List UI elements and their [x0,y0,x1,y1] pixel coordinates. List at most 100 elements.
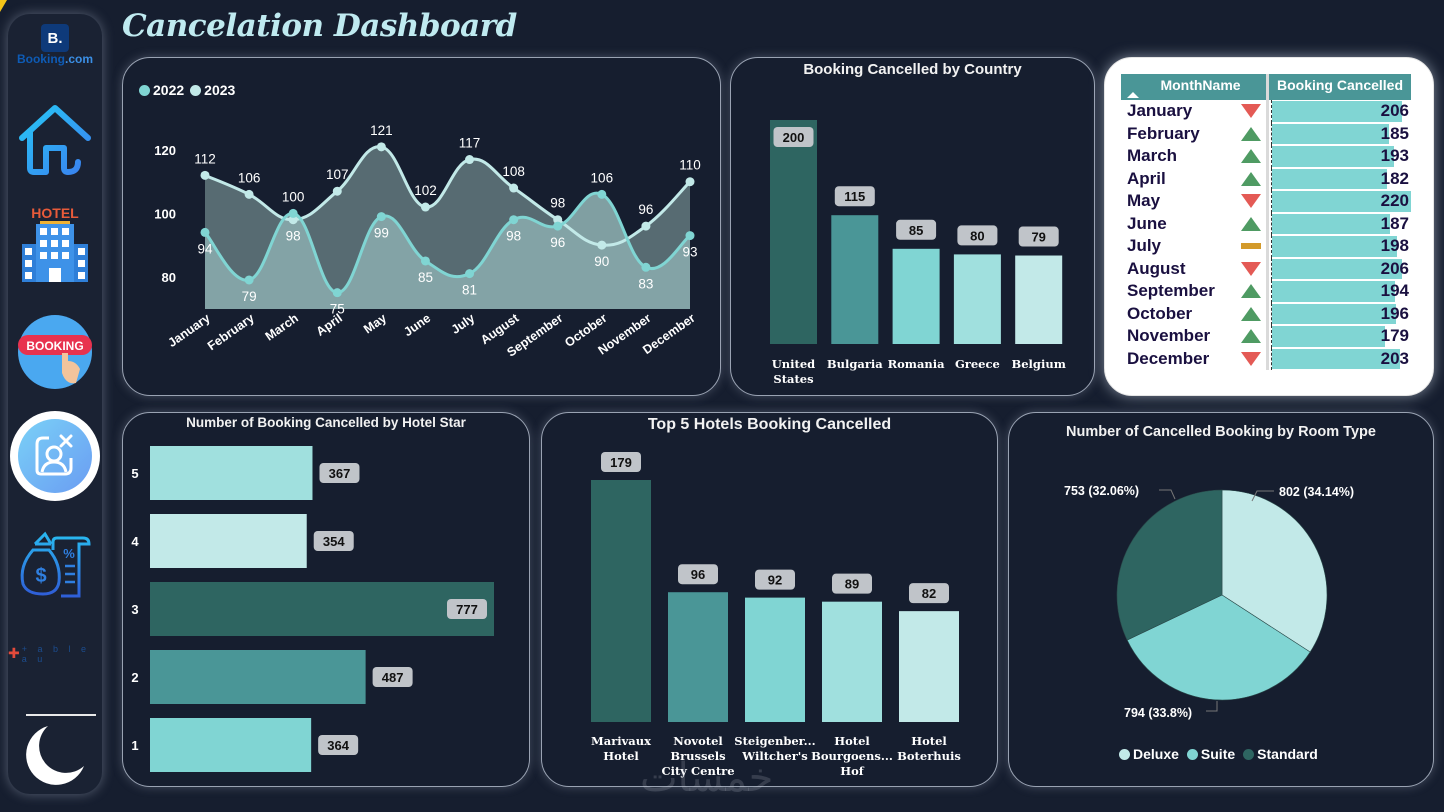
column-divider [1266,190,1271,213]
sidebar-item-hotel[interactable]: HOTEL [8,202,102,284]
bar-bulgaria [831,215,879,344]
sort-ascending-icon[interactable] [1127,92,1139,98]
x-tick-label: Hotel [834,734,870,748]
data-label-2023: 96 [638,202,653,217]
data-label-2023: 102 [414,183,437,198]
table-row[interactable]: January 206 [1121,100,1411,123]
legend-item-deluxe[interactable]: Deluxe [1119,746,1179,762]
svg-text:HOTEL: HOTEL [31,205,79,221]
sidebar-item-home[interactable] [8,100,102,180]
data-label-bg [1018,226,1059,247]
monthly-line-chart: 80 100 120 112 106 98 107 121 102 117 108 98 90 96 110… [154,123,701,360]
data-label-bg [832,573,872,594]
svg-text:%: % [63,546,75,561]
table-row[interactable]: March 193 [1121,145,1411,168]
x-tick-label: Romania [888,357,946,371]
trend-flat-icon [1240,243,1261,250]
data-label-text: 354 [323,534,345,549]
column-divider [1266,302,1271,325]
data-label-2023: 110 [679,158,701,173]
x-tick-label: Hotel [911,734,947,748]
column-header-booking-cancelled[interactable]: Booking Cancelled [1269,74,1411,100]
slice-suite [1126,594,1311,701]
column-divider [1266,347,1271,370]
cell-value: 196 [1380,303,1409,323]
data-label-text: 367 [329,466,351,481]
column-divider [1266,167,1271,190]
sidebar-item-finance[interactable]: $ % [8,530,102,600]
legend-item-2022[interactable]: 2022 [139,82,184,98]
y-tick-label: 1 [131,738,138,753]
table-row[interactable]: August 206 [1121,257,1411,280]
mouse-cursor-icon [0,0,7,12]
cell-booking-cancelled: 193 [1271,145,1411,168]
cell-booking-cancelled: 194 [1271,280,1411,303]
data-label-2022: 99 [374,226,389,241]
room-pie-chart: 802 (34.14%) 794 (33.8%) 753 (32.06%) [1064,484,1354,720]
page-title: Cancelation Dashboard [122,8,517,44]
svg-text:BOOKING: BOOKING [26,339,83,353]
area-2022 [205,193,690,309]
point-2022 [553,221,563,231]
column-divider[interactable] [1266,74,1269,100]
finance-icon: $ % [20,531,91,598]
table-row[interactable]: February 185 [1121,122,1411,145]
cell-booking-cancelled: 206 [1271,100,1411,123]
line-2022 [203,191,691,295]
cell-value: 185 [1380,123,1409,143]
data-label-2023: 106 [238,170,261,185]
data-label: 179 [601,452,641,472]
tableau-icon: ✚ [8,646,20,662]
trend-up-icon [1240,126,1261,141]
cell-booking-cancelled: 206 [1271,257,1411,280]
table-row[interactable]: April 182 [1121,167,1411,190]
data-label-2023: 121 [370,123,393,138]
table-row[interactable]: July 198 [1121,235,1411,258]
x-tick-label: Belgium [1012,357,1066,371]
legend-item-suite[interactable]: Suite [1186,746,1235,762]
hotel-icon: HOTEL [22,205,88,282]
x-tick-label: Wiltcher's [741,749,808,763]
table-row[interactable]: May 220 [1121,190,1411,213]
data-label: 92 [755,569,795,590]
point-2023 [465,155,475,165]
data-bar [1272,191,1411,212]
cell-month: April [1127,168,1166,188]
sidebar-item-booking[interactable]: BOOKING [8,312,102,392]
table-row[interactable]: November 179 [1121,325,1411,348]
monthly-line-card: 2022 2023 80 100 120 112 106 98 107 121 102 117 10… [122,57,721,396]
x-tick-label: Marivaux [591,734,651,748]
trend-up-icon [1240,149,1261,164]
table-row[interactable]: September 194 [1121,280,1411,303]
data-label: 200 [773,127,814,147]
bar-hotel [745,597,805,722]
sidebar-item-cancel-booking[interactable] [8,410,102,502]
data-label-2022: 94 [197,241,213,256]
sidebar-item-tableau[interactable]: ✚ + a b l e a u [8,644,102,664]
booking-logo[interactable]: B. Booking.com [8,24,102,66]
data-label-bg [318,735,359,755]
point-2022 [376,212,386,222]
data-label: 364 [318,735,359,755]
data-bar [1272,168,1387,189]
legend-item-standard[interactable]: Standard [1243,746,1318,762]
dark-mode-toggle[interactable] [8,720,102,790]
bar-star-2 [150,650,366,704]
table-row[interactable]: December 203 [1121,347,1411,370]
data-label-2023: 112 [194,151,216,166]
data-bar [1272,146,1394,167]
column-divider [1266,122,1271,145]
data-label-2022: 93 [682,245,697,260]
column-divider [1266,212,1271,235]
x-tick-label: United [772,357,815,371]
column-divider [1266,257,1271,280]
table-row[interactable]: October 196 [1121,302,1411,325]
data-label-text: 115 [844,189,865,204]
column-header-monthname[interactable]: MonthName [1121,74,1266,100]
y-tick-label: 80 [162,270,176,285]
column-divider [1266,235,1271,258]
legend-item-2023[interactable]: 2023 [190,82,235,98]
trend-down-icon [1240,261,1261,276]
table-row[interactable]: June 187 [1121,212,1411,235]
